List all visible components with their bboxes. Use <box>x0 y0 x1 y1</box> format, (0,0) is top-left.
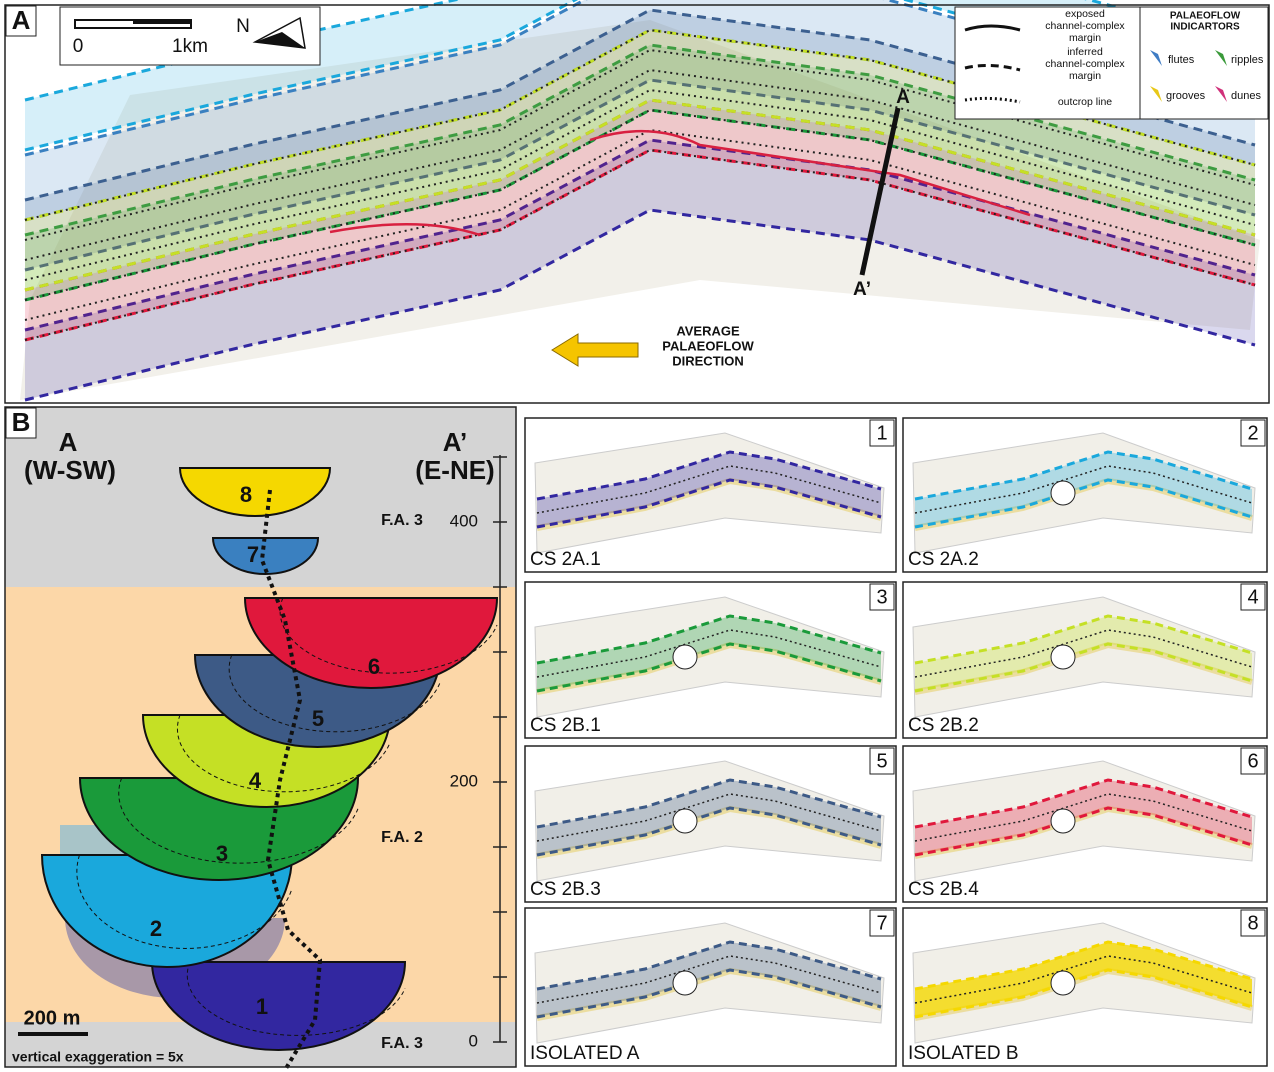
rose-diagram <box>1051 809 1075 833</box>
panel-number: 7 <box>876 912 887 934</box>
exaggeration: vertical exaggeration = 5x <box>12 1049 184 1065</box>
palaeo-title-2: INDICARTORS <box>1170 22 1240 33</box>
flow-text: AVERAGE <box>676 323 740 338</box>
palaeo-item: ripples <box>1231 54 1264 66</box>
left-end: A <box>59 427 78 457</box>
palaeo-item: flutes <box>1168 54 1195 66</box>
panel-number: 4 <box>1247 586 1258 608</box>
rose-diagram <box>1051 481 1075 505</box>
flow-text: PALAEOFLOW <box>662 338 754 353</box>
unit-number: 5 <box>312 706 324 731</box>
panel-number: 5 <box>876 750 887 772</box>
scale-start: 0 <box>73 36 84 57</box>
palaeo-item: dunes <box>1231 90 1261 102</box>
depth-label: 0 <box>469 1031 478 1050</box>
panel-number: 2 <box>1247 422 1258 444</box>
unit-number: 3 <box>216 841 228 866</box>
unit-number: 1 <box>256 994 268 1019</box>
depth-label: 200 <box>450 771 478 790</box>
panel-number: 3 <box>876 586 887 608</box>
legend-label: channel-complex <box>1045 20 1125 32</box>
facies: F.A. 3 <box>381 1035 423 1052</box>
left-direction: (W-SW) <box>24 455 116 485</box>
legend-label: outcrop line <box>1058 96 1112 108</box>
panel-caption: CS 2B.2 <box>908 715 979 736</box>
palaeo-item: grooves <box>1166 90 1206 102</box>
depth-label: 400 <box>450 511 478 530</box>
section-end: A’ <box>853 279 871 300</box>
palaeo-title-1: PALAEOFLOW <box>1170 11 1241 22</box>
unit-number: 4 <box>249 768 262 793</box>
panel-caption: CS 2B.1 <box>530 715 601 736</box>
unit-number: 2 <box>150 916 162 941</box>
rose-diagram <box>673 971 697 995</box>
panel-caption: CS 2B.3 <box>530 879 601 900</box>
panel-label: B <box>12 407 31 437</box>
rose-diagram <box>1051 645 1075 669</box>
scale-bar-label: 200 m <box>24 1007 81 1029</box>
unit-number: 6 <box>368 654 380 679</box>
legend-label: exposed <box>1065 8 1105 20</box>
panel-number: 1 <box>876 422 887 444</box>
panel-label: A <box>12 5 31 35</box>
unit-number: 8 <box>240 482 252 507</box>
legend-label: margin <box>1069 70 1101 82</box>
scale-end: 1km <box>172 36 208 57</box>
right-direction: (E-NE) <box>415 455 494 485</box>
scale-bar-fill <box>133 20 191 24</box>
facies: F.A. 2 <box>381 829 423 846</box>
unit-number: 7 <box>247 542 259 567</box>
flow-text: DIRECTION <box>672 353 744 368</box>
facies: F.A. 3 <box>381 512 423 529</box>
panel-caption: CS 2A.1 <box>530 549 601 570</box>
legend-label: margin <box>1069 32 1101 44</box>
figure: A 0 1km N exposedchannel-complexmarginin… <box>0 0 1274 1072</box>
right-end: A’ <box>443 427 468 457</box>
legend-label: inferred <box>1067 46 1103 58</box>
panel-caption: ISOLATED A <box>530 1043 640 1064</box>
panel-caption: ISOLATED B <box>908 1043 1019 1064</box>
section-start: A <box>896 87 910 108</box>
panel-caption: CS 2A.2 <box>908 549 979 570</box>
rose-diagram <box>673 645 697 669</box>
panel-number: 8 <box>1247 912 1258 934</box>
panel-number: 6 <box>1247 750 1258 772</box>
north-label: N <box>236 16 250 37</box>
legend-label: channel-complex <box>1045 58 1125 70</box>
panel-caption: CS 2B.4 <box>908 879 979 900</box>
rose-diagram <box>1051 971 1075 995</box>
rose-diagram <box>673 809 697 833</box>
